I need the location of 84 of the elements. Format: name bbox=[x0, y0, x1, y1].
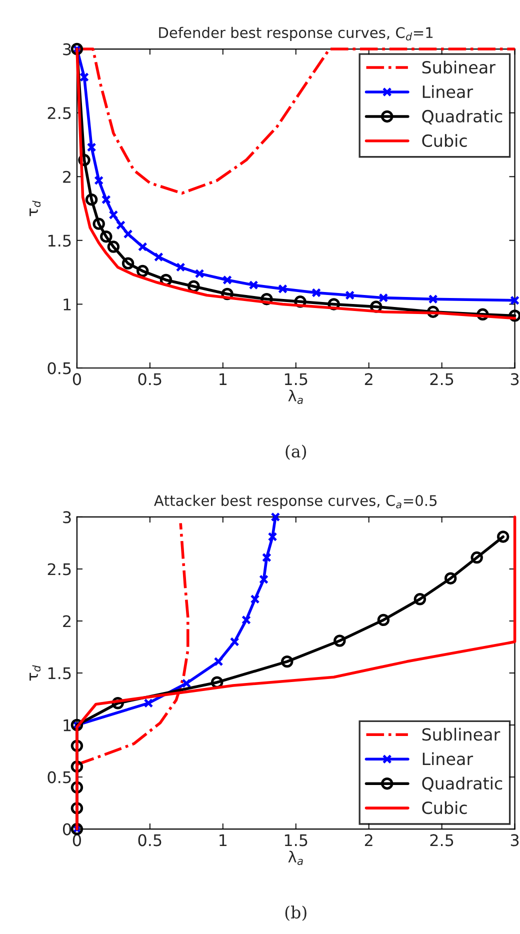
point bbox=[378, 293, 388, 303]
y-tick-label: 2.5 bbox=[48, 107, 71, 120]
x-tick-label: 2 bbox=[364, 373, 372, 385]
legend-label: Linear bbox=[422, 752, 474, 766]
point bbox=[85, 193, 98, 206]
legend-label: Cubic bbox=[422, 801, 467, 814]
point bbox=[414, 593, 426, 606]
y-tick-label: 2.5 bbox=[48, 563, 71, 576]
x-tick-label: 1.5 bbox=[284, 373, 308, 386]
chart-title: Defender best response curves, C$_{d}$=1 bbox=[159, 26, 433, 41]
y-tick-label: 2 bbox=[63, 170, 70, 183]
point bbox=[268, 532, 278, 542]
legend-label: Cubic bbox=[422, 134, 467, 147]
point bbox=[214, 656, 224, 666]
y-tick-label: 3 bbox=[63, 43, 71, 56]
text: (b) bbox=[285, 906, 306, 921]
x-tick-label: 1 bbox=[220, 373, 227, 385]
y-tick-label: 1.5 bbox=[48, 667, 71, 680]
x-axis-title: λ$_{a}$ bbox=[288, 390, 303, 404]
point bbox=[248, 280, 258, 290]
point bbox=[250, 594, 260, 604]
point bbox=[312, 288, 322, 298]
point bbox=[182, 678, 192, 688]
x-tick-label: 2 bbox=[364, 834, 372, 846]
y-tick-label: 3 bbox=[63, 511, 71, 524]
y-tick-label: 0.5 bbox=[48, 362, 71, 374]
legend-label: Quadratic bbox=[422, 776, 502, 792]
point bbox=[262, 552, 272, 562]
point bbox=[108, 210, 118, 220]
x-tick-label: 1.5 bbox=[284, 834, 308, 846]
x-axis-title: λ$_{a}$ bbox=[288, 850, 303, 865]
x-tick-label: 3 bbox=[510, 834, 519, 846]
point bbox=[136, 264, 149, 278]
point bbox=[176, 262, 186, 272]
point bbox=[222, 275, 232, 285]
point bbox=[497, 530, 510, 543]
point bbox=[345, 290, 355, 300]
point bbox=[116, 220, 126, 230]
x-tick-label: 0.5 bbox=[138, 834, 162, 846]
y-tick-label: 1.5 bbox=[48, 234, 71, 247]
legend-label: Linear bbox=[422, 85, 474, 98]
point bbox=[107, 240, 120, 253]
x-tick-label: 3 bbox=[510, 373, 519, 386]
x-tick-label: 0 bbox=[72, 373, 81, 386]
legend-label: Quadratic bbox=[422, 110, 502, 124]
point bbox=[80, 72, 89, 82]
legend-label: Subinear bbox=[422, 60, 496, 74]
point bbox=[101, 194, 111, 204]
point bbox=[510, 296, 520, 306]
point bbox=[259, 574, 268, 584]
x-tick-label: 2.5 bbox=[430, 834, 454, 846]
y-tick-label: 2 bbox=[63, 615, 70, 628]
point bbox=[122, 257, 134, 270]
point bbox=[334, 634, 346, 647]
y-tick-label: 1 bbox=[64, 298, 71, 310]
point bbox=[154, 252, 164, 262]
point bbox=[270, 512, 280, 522]
point bbox=[470, 551, 483, 564]
legend-label: Sublinear bbox=[422, 728, 500, 741]
point bbox=[194, 268, 204, 278]
y-axis-title: τ$_{d}$ bbox=[30, 665, 41, 681]
y-tick-label: 1 bbox=[64, 719, 71, 732]
point bbox=[92, 218, 105, 230]
point bbox=[242, 615, 251, 625]
x-tick-label: 2.5 bbox=[430, 373, 454, 386]
chart-title: Attacker best response curves, C$_{a}$=0.5 bbox=[154, 494, 437, 509]
point bbox=[144, 698, 154, 708]
y-tick-label: 0.5 bbox=[48, 771, 71, 784]
x-tick-label: 1 bbox=[220, 834, 227, 846]
point bbox=[86, 142, 96, 152]
point bbox=[444, 572, 457, 584]
point bbox=[138, 242, 148, 252]
point bbox=[281, 655, 294, 668]
point bbox=[377, 614, 390, 626]
point bbox=[100, 230, 112, 243]
point bbox=[94, 176, 104, 186]
point bbox=[123, 229, 133, 239]
point bbox=[278, 284, 288, 294]
point bbox=[428, 294, 438, 304]
x-tick-label: 0.5 bbox=[138, 373, 162, 386]
y-axis-title: τ$_{d}$ bbox=[30, 200, 41, 216]
text: (a) bbox=[286, 444, 306, 460]
point bbox=[230, 637, 240, 647]
y-tick-label: 0 bbox=[62, 823, 72, 836]
